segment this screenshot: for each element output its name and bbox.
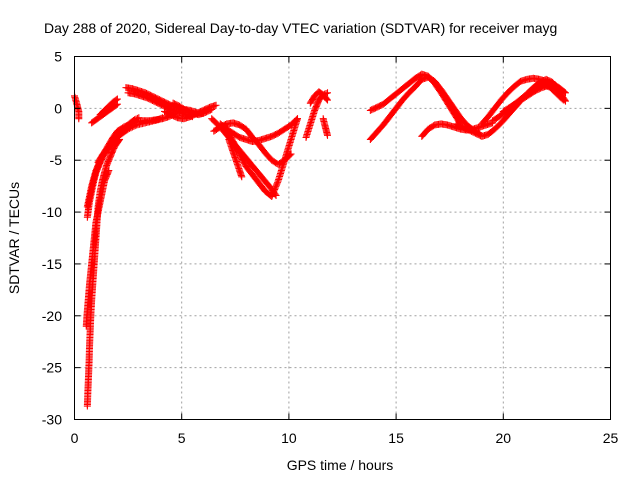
grid-lines xyxy=(74,56,611,420)
data-point xyxy=(551,81,559,89)
data-point xyxy=(208,105,216,113)
y-axis-ticks: 5 0 -5 -10 -15 -20 -25 -30 xyxy=(42,49,611,428)
data-point xyxy=(561,89,569,97)
y-tick-label: -25 xyxy=(42,360,62,376)
data-points xyxy=(71,70,569,410)
x-axis-label: GPS time / hours xyxy=(287,457,394,473)
data-point xyxy=(105,167,113,175)
data-point xyxy=(558,95,566,103)
x-tick-label: 15 xyxy=(388,430,404,446)
x-tick-label: 20 xyxy=(496,430,512,446)
data-point xyxy=(112,96,120,104)
y-tick-label: -15 xyxy=(42,256,62,272)
y-tick-label: -20 xyxy=(42,308,62,324)
data-point xyxy=(559,96,567,104)
x-tick-label: 0 xyxy=(71,430,79,446)
x-tick-label: 25 xyxy=(603,430,619,446)
data-point xyxy=(274,178,282,186)
series-track-20 xyxy=(319,115,331,139)
series-track-3 xyxy=(83,114,143,221)
series-track-8 xyxy=(71,92,83,123)
data-point xyxy=(113,95,121,103)
data-point xyxy=(323,131,331,139)
data-point xyxy=(323,95,331,103)
series-track-18 xyxy=(302,89,331,141)
series-track-7 xyxy=(96,95,121,119)
series-track-2 xyxy=(82,167,113,330)
series-track-27 xyxy=(499,81,559,115)
data-point xyxy=(560,88,568,96)
series-track-25 xyxy=(478,74,569,128)
y-tick-label: 0 xyxy=(54,100,62,116)
y-tick-label: 5 xyxy=(54,49,62,65)
series-track-5 xyxy=(94,114,166,166)
data-point xyxy=(323,96,331,104)
series-track-12 xyxy=(169,99,216,119)
data-point xyxy=(323,89,331,97)
x-tick-label: 5 xyxy=(178,430,186,446)
data-point xyxy=(157,114,165,122)
y-tick-label: -10 xyxy=(42,204,62,220)
series-track-17 xyxy=(225,135,246,181)
x-tick-label: 10 xyxy=(281,430,297,446)
series-track-19 xyxy=(306,88,331,107)
data-point xyxy=(238,173,246,181)
y-tick-label: -30 xyxy=(42,412,62,428)
y-axis-label: SDTVAR / TECUs xyxy=(6,182,22,294)
data-point xyxy=(212,101,220,109)
chart-title: Day 288 of 2020, Sidereal Day-to-day VTE… xyxy=(44,20,557,36)
series-track-22 xyxy=(366,73,484,143)
data-point xyxy=(75,115,83,123)
data-point xyxy=(293,115,301,123)
x-axis-ticks: 0 5 10 15 20 25 xyxy=(71,56,619,446)
series-track-16 xyxy=(221,115,301,201)
data-point xyxy=(206,106,214,114)
data-point xyxy=(158,114,166,122)
y-tick-label: -5 xyxy=(50,152,63,168)
plot-frame xyxy=(74,56,611,420)
